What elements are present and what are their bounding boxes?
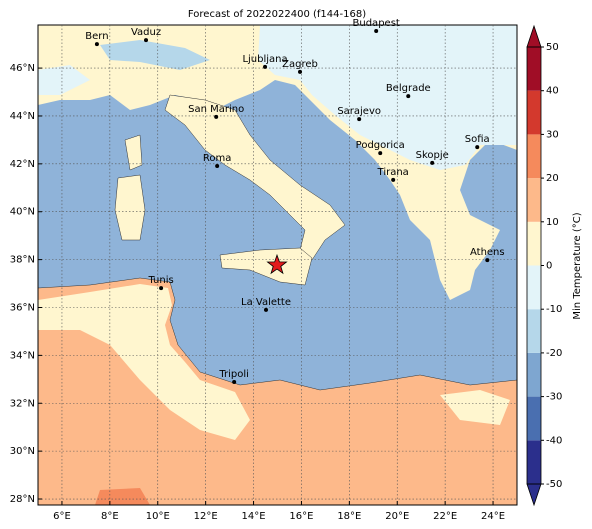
city-dot [475,145,480,150]
x-tick-label: 8°E [101,511,119,522]
city-dot [430,160,435,165]
colorbar-tick-label: 20 [546,173,559,184]
colorbar-tick-label: 10 [546,217,559,228]
colorbar-tick-label: 30 [546,129,559,140]
colorbar-segment [527,396,541,441]
city-dot [298,69,303,74]
colorbar-extend-min [526,483,542,507]
colorbar-segment [527,90,541,135]
map-layers [38,25,517,505]
colorbar-segment [527,440,541,484]
city-label: Athens [470,247,505,258]
city-dot [374,28,379,33]
y-tick-label: 32°N [10,398,35,409]
city-dot [264,307,269,312]
y-tick-label: 34°N [10,350,35,361]
city-dot [215,164,220,169]
y-tick-label: 44°N [10,111,35,122]
city-dot [391,177,396,182]
y-tick-label: 46°N [10,63,35,74]
colorbar-tick-label: -50 [546,479,562,490]
city-dot [94,42,99,47]
city-dot [232,379,237,384]
x-tick-label: 12°E [194,511,218,522]
city-label: Tirana [377,167,409,178]
y-tick-label: 28°N [10,494,35,505]
city-label: Tripoli [218,369,249,380]
city-dot [406,94,411,99]
y-tick-label: 38°N [10,255,35,266]
y-tick-label: 42°N [10,159,35,170]
x-tick-label: 20°E [385,511,409,522]
title: Forecast of 2022022400 (f144-168) [188,9,366,20]
colorbar-segment [527,352,541,397]
colorbar-segment [527,309,541,353]
colorbar-tick-label: 0 [546,261,552,272]
colorbar-segment [527,221,541,266]
colorbar-tick-label: -20 [546,348,562,359]
city-label: Ljubljana [242,54,287,65]
map-frame [37,24,518,506]
city-label: Roma [203,153,232,164]
x-tick-label: 14°E [242,511,266,522]
city-dot [485,258,490,263]
city-label: Vaduz [131,27,161,38]
colorbar-extend-max [526,24,542,48]
x-tick-label: 10°E [146,511,170,522]
colorbar-tick-label: -30 [546,392,562,403]
x-tick-label: 24°E [481,511,505,522]
colorbar-tick-label: 50 [546,42,559,53]
sardinia [114,174,146,241]
libya-mild [440,390,510,425]
city-label: La Valette [241,297,291,308]
land-cold-west [38,65,90,95]
africa-warm [95,488,150,505]
alps [100,40,210,70]
city-label: Belgrade [386,83,431,94]
city-label: Skopje [416,150,449,161]
colorbar-segment [527,265,541,310]
city-dot [357,117,362,122]
city-dot [159,286,164,291]
colorbar-label: Min Temperature (°C) [572,212,583,319]
x-tick-label: 18°E [337,511,361,522]
city-label: Zagreb [282,59,318,70]
city-dot [144,38,149,43]
city-label: Bern [85,31,108,42]
city-label: San Marino [188,104,244,115]
city-dot [263,64,268,69]
city-dot [214,114,219,119]
city-label: Podgorica [356,140,405,151]
colorbar-tick-label: -10 [546,304,562,315]
y-tick-label: 30°N [10,446,35,457]
corsica [124,134,143,171]
land-cold [258,25,517,170]
colorbar-segment [527,47,541,91]
colorbar-tick-label: 40 [546,86,559,97]
x-tick-label: 6°E [53,511,71,522]
city-label: Tunis [147,275,173,286]
city-dot [378,151,383,156]
colorbar-tick-label: -40 [546,435,562,446]
colorbar-segment [527,134,541,179]
marker-star [266,253,288,275]
x-tick-label: 22°E [433,511,457,522]
y-tick-label: 40°N [10,207,35,218]
city-label: Sarajevo [337,106,381,117]
city-label: Sofia [465,134,490,145]
sicily [219,247,313,286]
city-label: Budapest [353,18,400,29]
x-tick-label: 16°E [289,511,313,522]
y-tick-label: 36°N [10,302,35,313]
colorbar-segment [527,178,541,222]
africa-mild [38,284,250,440]
